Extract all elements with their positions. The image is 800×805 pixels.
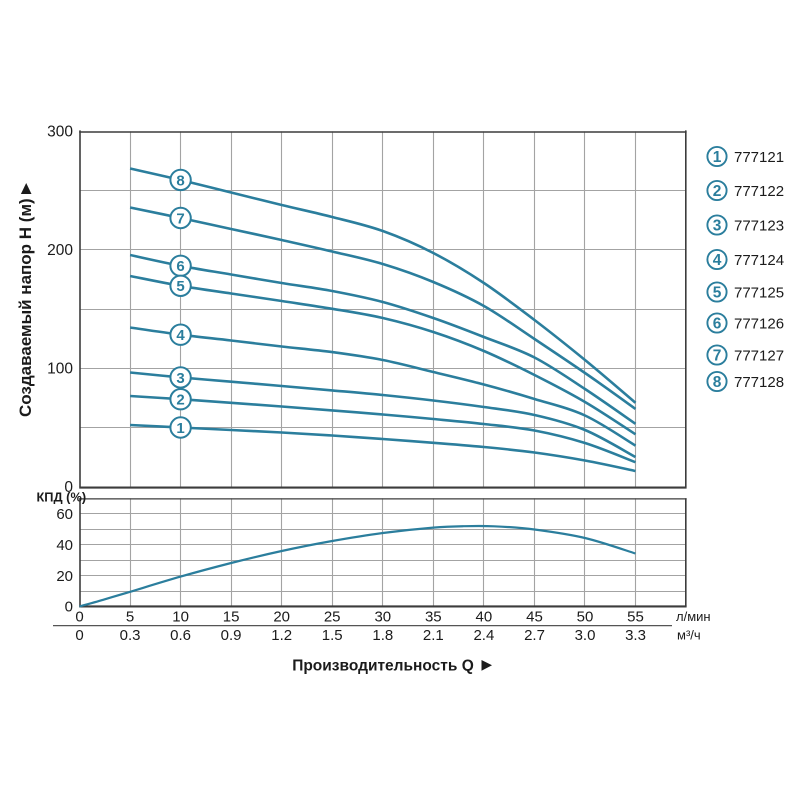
svg-text:777127: 777127 bbox=[734, 347, 784, 364]
svg-text:4: 4 bbox=[176, 327, 185, 344]
svg-text:15: 15 bbox=[223, 609, 240, 626]
svg-text:6: 6 bbox=[176, 258, 184, 275]
svg-text:1.2: 1.2 bbox=[271, 627, 292, 644]
svg-text:1: 1 bbox=[713, 149, 722, 166]
svg-text:0: 0 bbox=[75, 609, 83, 626]
svg-text:7: 7 bbox=[713, 348, 722, 365]
svg-text:777128: 777128 bbox=[734, 374, 784, 391]
svg-text:777122: 777122 bbox=[734, 183, 784, 200]
svg-text:2: 2 bbox=[713, 183, 722, 200]
svg-text:50: 50 bbox=[577, 609, 594, 626]
svg-text:8: 8 bbox=[713, 374, 722, 391]
svg-text:1.8: 1.8 bbox=[372, 627, 393, 644]
svg-text:777126: 777126 bbox=[734, 315, 784, 332]
svg-text:2: 2 bbox=[176, 392, 184, 409]
svg-text:0: 0 bbox=[65, 599, 73, 616]
svg-text:8: 8 bbox=[176, 172, 184, 189]
svg-text:45: 45 bbox=[526, 609, 543, 626]
svg-text:5: 5 bbox=[713, 285, 722, 302]
svg-text:0.3: 0.3 bbox=[120, 627, 141, 644]
svg-text:л/мин: л/мин bbox=[676, 609, 711, 624]
svg-text:25: 25 bbox=[324, 609, 341, 626]
svg-text:0.6: 0.6 bbox=[170, 627, 191, 644]
svg-text:4: 4 bbox=[713, 252, 722, 269]
svg-text:60: 60 bbox=[56, 506, 73, 523]
svg-text:200: 200 bbox=[47, 242, 73, 259]
svg-text:0.9: 0.9 bbox=[221, 627, 242, 644]
svg-text:КПД (%): КПД (%) bbox=[37, 490, 87, 505]
svg-text:3.3: 3.3 bbox=[625, 627, 646, 644]
svg-text:40: 40 bbox=[56, 537, 73, 554]
svg-text:10: 10 bbox=[172, 609, 189, 626]
svg-text:30: 30 bbox=[374, 609, 391, 626]
svg-text:0: 0 bbox=[64, 479, 73, 496]
svg-text:1: 1 bbox=[176, 420, 184, 437]
svg-text:2.1: 2.1 bbox=[423, 627, 444, 644]
svg-text:300: 300 bbox=[47, 124, 73, 141]
svg-text:Создаваемый напор H (м): Создаваемый напор H (м) bbox=[16, 198, 35, 417]
svg-text:2.7: 2.7 bbox=[524, 627, 545, 644]
svg-text:100: 100 bbox=[47, 361, 73, 378]
svg-text:м³/ч: м³/ч bbox=[677, 628, 701, 643]
svg-text:20: 20 bbox=[56, 568, 73, 585]
svg-text:40: 40 bbox=[476, 609, 493, 626]
svg-text:6: 6 bbox=[713, 316, 722, 333]
svg-text:777125: 777125 bbox=[734, 284, 784, 301]
svg-text:777121: 777121 bbox=[734, 149, 784, 166]
svg-text:3: 3 bbox=[713, 218, 722, 235]
svg-text:20: 20 bbox=[273, 609, 290, 626]
svg-text:Производительность Q: Производительность Q bbox=[292, 658, 474, 675]
svg-text:7: 7 bbox=[176, 210, 184, 227]
svg-text:1.5: 1.5 bbox=[322, 627, 343, 644]
svg-text:55: 55 bbox=[627, 609, 644, 626]
svg-text:3.0: 3.0 bbox=[575, 627, 596, 644]
svg-text:777123: 777123 bbox=[734, 217, 784, 234]
svg-text:2.4: 2.4 bbox=[473, 627, 494, 644]
svg-text:3: 3 bbox=[176, 370, 184, 387]
svg-text:777124: 777124 bbox=[734, 252, 784, 269]
svg-text:5: 5 bbox=[126, 609, 134, 626]
svg-text:0: 0 bbox=[75, 627, 83, 644]
svg-text:5: 5 bbox=[176, 278, 184, 295]
svg-text:35: 35 bbox=[425, 609, 442, 626]
